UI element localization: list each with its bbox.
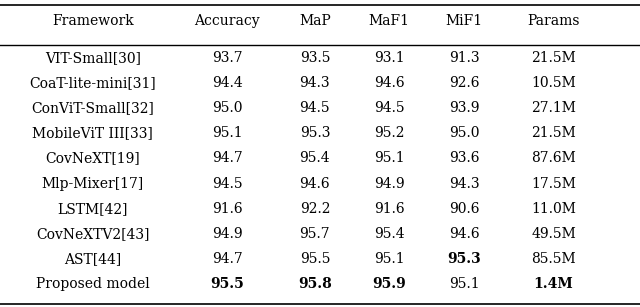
Text: 95.1: 95.1	[449, 277, 479, 291]
Text: 85.5M: 85.5M	[531, 252, 576, 266]
Text: 91.6: 91.6	[212, 202, 243, 216]
Text: 94.9: 94.9	[374, 177, 404, 191]
Text: CovNeXT[19]: CovNeXT[19]	[45, 151, 140, 165]
Text: 95.8: 95.8	[298, 277, 332, 291]
Text: MobileViT III[33]: MobileViT III[33]	[33, 126, 153, 140]
Text: MaP: MaP	[299, 14, 331, 29]
Text: 17.5M: 17.5M	[531, 177, 576, 191]
Text: 21.5M: 21.5M	[531, 126, 576, 140]
Text: 93.6: 93.6	[449, 151, 479, 165]
Text: 95.0: 95.0	[212, 101, 243, 115]
Text: 92.6: 92.6	[449, 76, 479, 90]
Text: AST[44]: AST[44]	[64, 252, 122, 266]
Text: 10.5M: 10.5M	[531, 76, 576, 90]
Text: Framework: Framework	[52, 14, 134, 29]
Text: 94.7: 94.7	[212, 252, 243, 266]
Text: 95.0: 95.0	[449, 126, 479, 140]
Text: 94.5: 94.5	[374, 101, 404, 115]
Text: Params: Params	[527, 14, 580, 29]
Text: 91.3: 91.3	[449, 51, 479, 65]
Text: 94.6: 94.6	[374, 76, 404, 90]
Text: MiF1: MiF1	[445, 14, 483, 29]
Text: Proposed model: Proposed model	[36, 277, 150, 291]
Text: CoaT-lite-mini[31]: CoaT-lite-mini[31]	[29, 76, 156, 90]
Text: 95.1: 95.1	[212, 126, 243, 140]
Text: 95.7: 95.7	[300, 227, 330, 241]
Text: Accuracy: Accuracy	[195, 14, 260, 29]
Text: 95.1: 95.1	[374, 252, 404, 266]
Text: 95.3: 95.3	[447, 252, 481, 266]
Text: 95.3: 95.3	[300, 126, 330, 140]
Text: 90.6: 90.6	[449, 202, 479, 216]
Text: 94.6: 94.6	[300, 177, 330, 191]
Text: 27.1M: 27.1M	[531, 101, 576, 115]
Text: 93.7: 93.7	[212, 51, 243, 65]
Text: 87.6M: 87.6M	[531, 151, 576, 165]
Text: 93.9: 93.9	[449, 101, 479, 115]
Text: 95.9: 95.9	[372, 277, 406, 291]
Text: 95.4: 95.4	[300, 151, 330, 165]
Text: 94.7: 94.7	[212, 151, 243, 165]
Text: 93.1: 93.1	[374, 51, 404, 65]
Text: 94.6: 94.6	[449, 227, 479, 241]
Text: Mlp-Mixer[17]: Mlp-Mixer[17]	[42, 177, 144, 191]
Text: ConViT-Small[32]: ConViT-Small[32]	[31, 101, 154, 115]
Text: 1.4M: 1.4M	[534, 277, 573, 291]
Text: 11.0M: 11.0M	[531, 202, 576, 216]
Text: 95.4: 95.4	[374, 227, 404, 241]
Text: 94.9: 94.9	[212, 227, 243, 241]
Text: 95.5: 95.5	[300, 252, 330, 266]
Text: LSTM[42]: LSTM[42]	[58, 202, 128, 216]
Text: 94.5: 94.5	[212, 177, 243, 191]
Text: 95.1: 95.1	[374, 151, 404, 165]
Text: 94.3: 94.3	[449, 177, 479, 191]
Text: CovNeXTV2[43]: CovNeXTV2[43]	[36, 227, 150, 241]
Text: 91.6: 91.6	[374, 202, 404, 216]
Text: 94.5: 94.5	[300, 101, 330, 115]
Text: VIT-Small[30]: VIT-Small[30]	[45, 51, 141, 65]
Text: 94.4: 94.4	[212, 76, 243, 90]
Text: 92.2: 92.2	[300, 202, 330, 216]
Text: 21.5M: 21.5M	[531, 51, 576, 65]
Text: 95.2: 95.2	[374, 126, 404, 140]
Text: 95.5: 95.5	[211, 277, 244, 291]
Text: 93.5: 93.5	[300, 51, 330, 65]
Text: 94.3: 94.3	[300, 76, 330, 90]
Text: 49.5M: 49.5M	[531, 227, 576, 241]
Text: MaF1: MaF1	[369, 14, 410, 29]
